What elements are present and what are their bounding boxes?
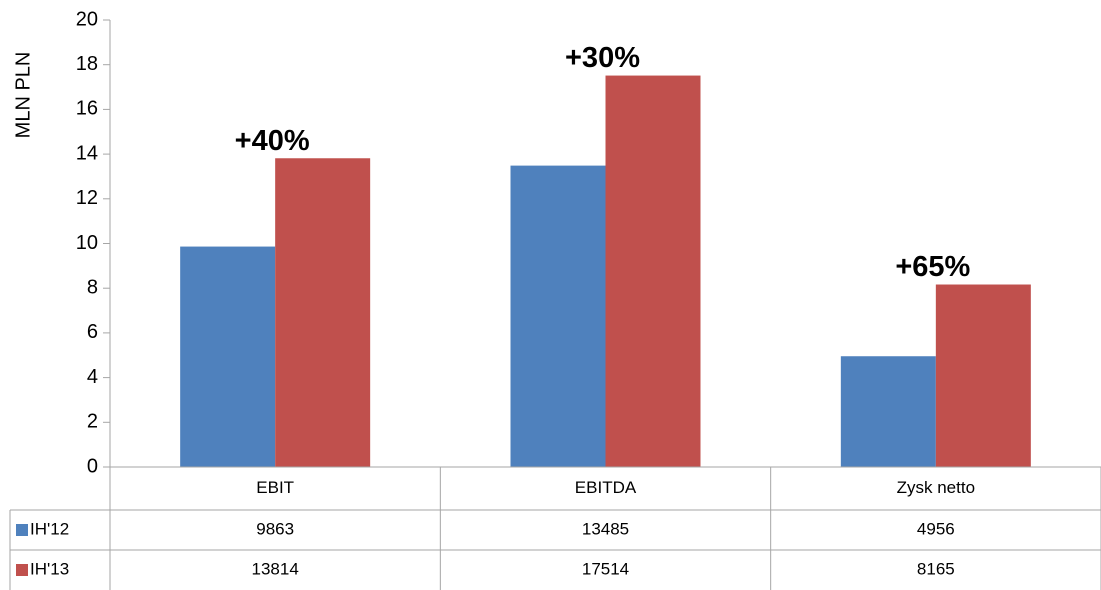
annotation: +30% <box>565 42 640 74</box>
table-value: 13814 <box>252 559 299 578</box>
y-tick-label: 18 <box>76 53 98 75</box>
bar <box>605 75 701 467</box>
x-tick-label: EBITDA <box>575 478 637 497</box>
y-tick-label: 14 <box>76 142 98 164</box>
table-value: 8165 <box>917 559 955 578</box>
annotation: +65% <box>895 251 970 283</box>
bar <box>935 284 1031 467</box>
x-tick-label: EBIT <box>256 478 294 497</box>
legend-swatch <box>16 564 28 576</box>
bar <box>510 165 606 468</box>
y-tick-label: 4 <box>87 366 98 388</box>
bar <box>840 356 936 467</box>
y-tick-label: 10 <box>76 232 98 254</box>
y-tick-label: 12 <box>76 187 98 209</box>
y-tick-label: 16 <box>76 98 98 120</box>
table-value: 13485 <box>582 519 629 538</box>
y-tick-label: 6 <box>87 321 98 343</box>
x-tick-label: Zysk netto <box>897 478 975 497</box>
y-axis-label: MLN PLN <box>12 52 34 139</box>
table-value: 9863 <box>256 519 294 538</box>
legend-label: IH'12 <box>30 519 69 538</box>
y-tick-label: 2 <box>87 411 98 433</box>
annotation: +40% <box>235 125 310 157</box>
y-tick-label: 20 <box>76 8 98 30</box>
y-tick-label: 0 <box>87 455 98 477</box>
table-value: 4956 <box>917 519 955 538</box>
bar <box>275 158 371 468</box>
y-tick-label: 8 <box>87 276 98 298</box>
legend-swatch <box>16 524 28 536</box>
legend-label: IH'13 <box>30 559 69 578</box>
bar <box>180 246 276 467</box>
table-value: 17514 <box>582 559 629 578</box>
